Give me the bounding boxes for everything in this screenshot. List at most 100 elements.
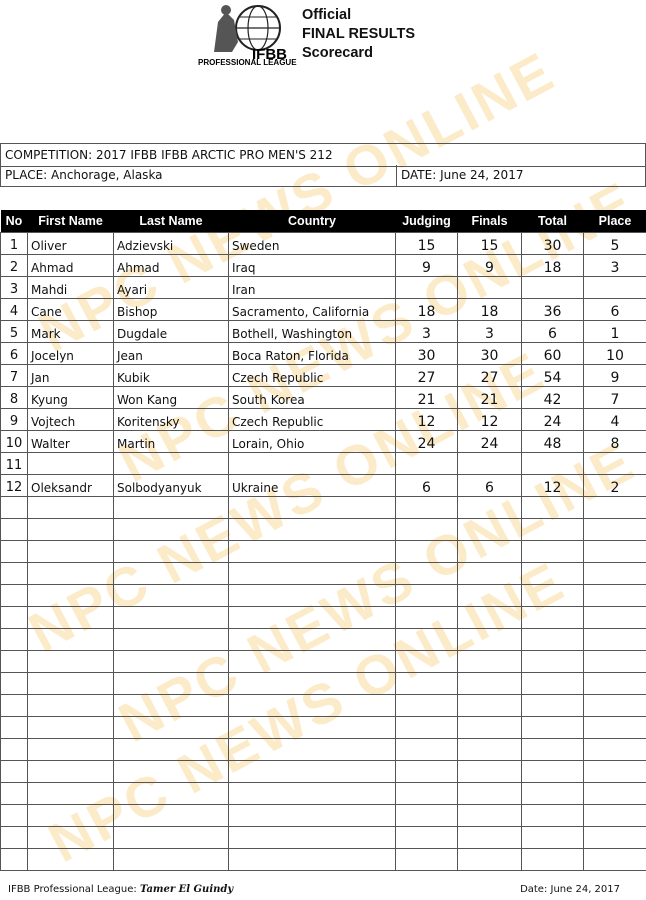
cell-total — [521, 275, 584, 299]
table-header: No First Name Last Name Country Judging … — [0, 210, 646, 232]
empty-cell — [228, 495, 396, 519]
empty-cell — [521, 561, 584, 585]
empty-cell — [583, 649, 646, 673]
cell-total: 30 — [521, 231, 584, 255]
footer-league: IFBB Professional League: Tamer El Guind… — [8, 884, 233, 896]
cell-judging: 9 — [395, 253, 458, 277]
empty-row — [0, 539, 646, 563]
col-finals: Finals — [457, 210, 522, 232]
empty-cell — [27, 803, 114, 827]
cell-total: 12 — [521, 473, 584, 497]
empty-cell — [0, 847, 28, 871]
empty-cell — [395, 759, 458, 783]
empty-cell — [228, 781, 396, 805]
empty-cell — [113, 627, 229, 651]
cell-total: 6 — [521, 319, 584, 343]
table-row: 2 Ahmad Ahmad Iraq 9 9 18 3 — [0, 253, 646, 277]
empty-cell — [395, 825, 458, 849]
cell-country: Lorain, Ohio — [228, 429, 396, 453]
cell-judging: 6 — [395, 473, 458, 497]
cell-total: 24 — [521, 407, 584, 431]
empty-cell — [395, 803, 458, 827]
cell-first-name: Oleksandr — [27, 473, 114, 497]
empty-cell — [228, 539, 396, 563]
empty-cell — [521, 671, 584, 695]
table-row: 7 Jan Kubik Czech Republic 27 27 54 9 — [0, 363, 646, 387]
empty-cell — [27, 495, 114, 519]
cell-finals: 27 — [457, 363, 522, 387]
cell-finals: 21 — [457, 385, 522, 409]
empty-cell — [27, 825, 114, 849]
empty-cell — [521, 715, 584, 739]
cell-finals — [457, 275, 522, 299]
empty-cell — [27, 539, 114, 563]
empty-cell — [521, 539, 584, 563]
empty-cell — [457, 737, 522, 761]
empty-cell — [113, 495, 229, 519]
cell-country: Iran — [228, 275, 396, 299]
place-row: PLACE: Anchorage, Alaska DATE: June 24, … — [0, 165, 646, 187]
empty-cell — [521, 605, 584, 629]
cell-country: Czech Republic — [228, 407, 396, 431]
empty-cell — [0, 781, 28, 805]
ifbb-logo: IFBB — [214, 5, 287, 60]
empty-cell — [228, 693, 396, 717]
competition-name: COMPETITION: 2017 IFBB IFBB ARCTIC PRO M… — [5, 148, 333, 162]
cell-judging: 24 — [395, 429, 458, 453]
empty-cell — [583, 847, 646, 871]
empty-cell — [0, 561, 28, 585]
league-label: IFBB Professional League: — [8, 884, 137, 895]
empty-cell — [0, 671, 28, 695]
cell-finals: 24 — [457, 429, 522, 453]
cell-finals: 9 — [457, 253, 522, 277]
empty-row — [0, 561, 646, 585]
empty-cell — [0, 693, 28, 717]
empty-cell — [521, 495, 584, 519]
empty-cell — [395, 495, 458, 519]
empty-cell — [113, 847, 229, 871]
empty-cell — [27, 649, 114, 673]
empty-cell — [583, 539, 646, 563]
empty-cell — [113, 561, 229, 585]
title-line: FINAL RESULTS — [302, 26, 416, 42]
empty-cell — [0, 517, 28, 541]
cell-total: 36 — [521, 297, 584, 321]
empty-cell — [457, 671, 522, 695]
empty-cell — [228, 605, 396, 629]
cell-judging: 3 — [395, 319, 458, 343]
empty-cell — [395, 583, 458, 607]
empty-cell — [583, 825, 646, 849]
empty-cell — [457, 803, 522, 827]
cell-judging: 12 — [395, 407, 458, 431]
date-cell: DATE: June 24, 2017 — [396, 165, 646, 186]
cell-no: 6 — [0, 341, 28, 365]
empty-cell — [228, 517, 396, 541]
cell-finals: 12 — [457, 407, 522, 431]
empty-row — [0, 803, 646, 827]
cell-place: 9 — [583, 363, 646, 387]
cell-country: South Korea — [228, 385, 396, 409]
empty-cell — [395, 627, 458, 651]
table-row: 6 Jocelyn Jean Boca Raton, Florida 30 30 60 10 — [0, 341, 646, 365]
empty-cell — [583, 605, 646, 629]
cell-no: 10 — [0, 429, 28, 453]
cell-place: 4 — [583, 407, 646, 431]
empty-cell — [395, 539, 458, 563]
cell-first-name: Jocelyn — [27, 341, 114, 365]
empty-cell — [583, 715, 646, 739]
cell-total — [521, 451, 584, 475]
cell-first-name: Jan — [27, 363, 114, 387]
empty-cell — [0, 583, 28, 607]
empty-row — [0, 605, 646, 629]
empty-cell — [521, 759, 584, 783]
logo-subtext: PROFESSIONAL LEAGUE — [198, 58, 297, 67]
empty-cell — [228, 561, 396, 585]
cell-first-name: Mark — [27, 319, 114, 343]
cell-no: 3 — [0, 275, 28, 299]
cell-country: Ukraine — [228, 473, 396, 497]
table-row: 10 Walter Martin Lorain, Ohio 24 24 48 8 — [0, 429, 646, 453]
empty-cell — [113, 825, 229, 849]
empty-cell — [27, 693, 114, 717]
empty-cell — [27, 561, 114, 585]
